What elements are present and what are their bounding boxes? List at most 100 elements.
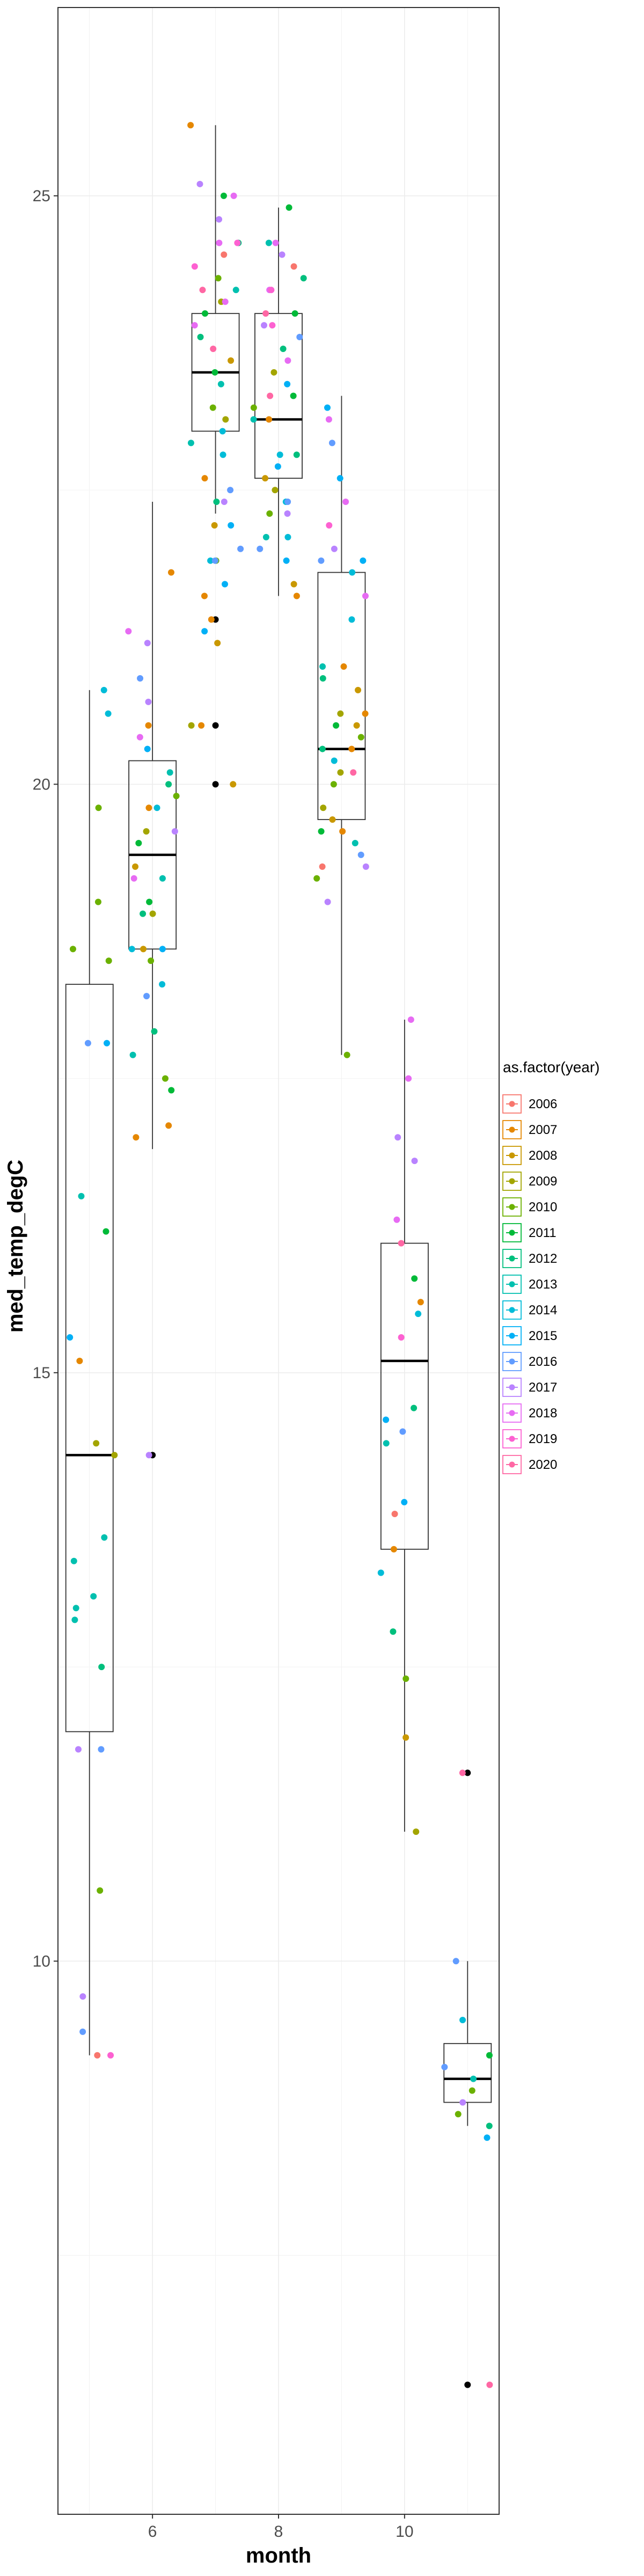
- point-2006: [94, 2052, 101, 2059]
- point-2012: [197, 334, 204, 341]
- point-2015: [360, 557, 367, 564]
- point-2014: [415, 1311, 422, 1318]
- point-2006: [319, 863, 326, 870]
- point-2020: [210, 345, 217, 352]
- point-2015: [336, 475, 343, 482]
- point-2011: [103, 1228, 109, 1235]
- legend-label: 2008: [529, 1148, 557, 1163]
- point-2017: [79, 1993, 86, 2000]
- point-2012: [319, 745, 326, 752]
- point-2009: [149, 910, 156, 917]
- point-2011: [411, 1275, 418, 1282]
- point-2009: [413, 1828, 420, 1835]
- boxplots: [65, 125, 492, 2388]
- point-2019: [107, 2052, 114, 2059]
- point-2008: [230, 781, 237, 788]
- boxplot-month-9: [317, 396, 366, 1055]
- point-2016: [143, 993, 150, 1000]
- point-2016: [318, 557, 325, 564]
- legend-label: 2020: [529, 1458, 557, 1472]
- legend-item-2011: 2011: [502, 1223, 557, 1242]
- point-2012: [165, 781, 172, 788]
- point-2013: [78, 1192, 85, 1199]
- point-2010: [69, 946, 76, 953]
- legend-key-dot: [509, 1461, 515, 1468]
- jitter-points: [67, 122, 493, 2388]
- point-2014: [349, 569, 356, 576]
- y-tick-label: 20: [33, 775, 50, 793]
- point-2015: [201, 628, 208, 635]
- point-2017: [459, 2099, 466, 2106]
- point-2018: [325, 416, 332, 423]
- point-2007: [293, 592, 300, 599]
- point-2007: [145, 804, 152, 811]
- point-2013: [319, 663, 326, 670]
- point-2007: [208, 616, 215, 623]
- point-2008: [211, 522, 218, 529]
- point-2018: [222, 298, 229, 305]
- point-2016: [296, 334, 303, 341]
- legend-label: 2017: [529, 1380, 557, 1395]
- box-iqr: [254, 313, 303, 479]
- outlier-point: [212, 722, 219, 729]
- point-2009: [337, 710, 344, 717]
- legend-key-dot: [509, 1436, 515, 1442]
- legend-item-2016: 2016: [502, 1352, 557, 1371]
- point-2013: [72, 1605, 79, 1612]
- point-2011: [318, 828, 325, 835]
- point-2008: [353, 722, 360, 729]
- point-2020: [486, 2381, 493, 2388]
- legend-item-2014: 2014: [502, 1300, 557, 1320]
- point-2010: [97, 1887, 104, 1894]
- legend-label: 2013: [529, 1277, 557, 1292]
- point-2012: [319, 675, 326, 682]
- point-2016: [211, 557, 218, 564]
- x-axis-title: month: [246, 2544, 311, 2567]
- y-axis-title: med_temp_degC: [4, 1160, 27, 1333]
- legend-key-dot: [509, 1178, 515, 1184]
- point-2014: [377, 1569, 384, 1576]
- point-2016: [357, 851, 364, 858]
- point-2007: [133, 1134, 140, 1141]
- point-2008: [228, 357, 235, 364]
- point-2015: [228, 522, 235, 529]
- point-2018: [405, 1075, 412, 1082]
- point-2010: [250, 404, 257, 411]
- point-2016: [328, 440, 335, 447]
- point-2017: [331, 545, 338, 552]
- point-2010: [215, 275, 222, 282]
- x-tick-label: 10: [396, 2523, 413, 2541]
- legend-key-dot: [509, 1358, 515, 1365]
- point-2007: [417, 1299, 424, 1306]
- point-2011: [333, 722, 340, 729]
- point-2018: [342, 499, 349, 506]
- point-2016: [284, 499, 291, 506]
- point-2013: [250, 416, 257, 423]
- point-2013: [187, 440, 194, 447]
- point-2012: [293, 451, 300, 458]
- legend-key-box: [502, 1300, 522, 1320]
- point-2018: [230, 192, 237, 199]
- point-2011: [220, 192, 227, 199]
- point-2014: [128, 946, 135, 953]
- point-2017: [261, 322, 268, 329]
- point-2009: [222, 416, 229, 423]
- box-iqr: [65, 984, 114, 1732]
- point-2009: [111, 1452, 118, 1459]
- point-2013: [470, 2075, 477, 2082]
- point-2012: [486, 2123, 493, 2129]
- point-2015: [324, 404, 331, 411]
- point-2008: [262, 475, 269, 482]
- point-2013: [265, 239, 272, 246]
- boxplot-month-11: [443, 1769, 492, 2388]
- point-2020: [398, 1240, 405, 1247]
- y-tick-label: 15: [33, 1364, 50, 1382]
- outlier-point: [464, 1769, 471, 1776]
- point-2007: [201, 592, 208, 599]
- point-2015: [484, 2134, 491, 2141]
- point-2017: [196, 180, 203, 187]
- legend-key-dot: [509, 1204, 515, 1210]
- legend-label: 2014: [529, 1303, 557, 1318]
- point-2013: [71, 1616, 78, 1623]
- point-2007: [339, 828, 346, 835]
